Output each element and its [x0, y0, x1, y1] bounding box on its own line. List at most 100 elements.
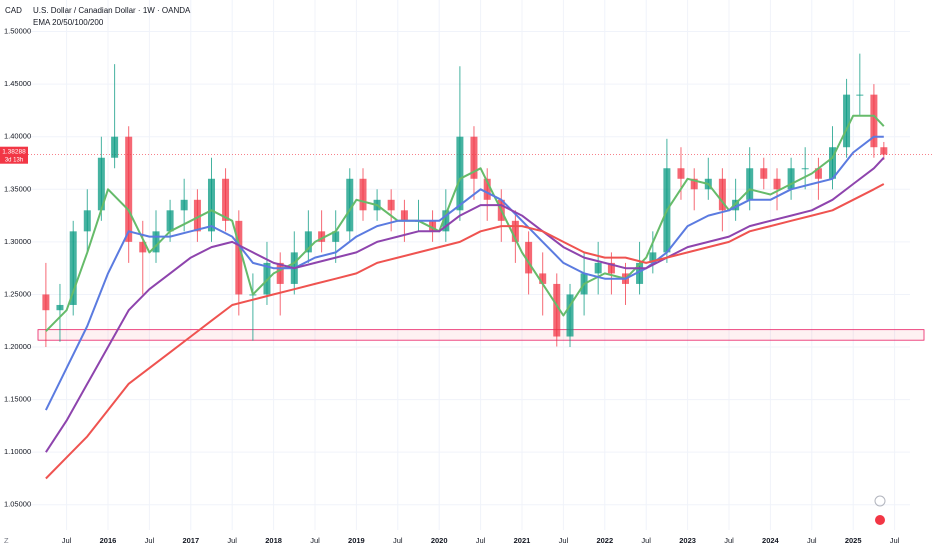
candle-body [870, 94, 878, 148]
candle-body [677, 168, 685, 179]
candle-body [125, 136, 133, 242]
candle-body [69, 231, 77, 305]
candle-body [263, 262, 271, 295]
ema-line [45, 114, 885, 332]
candle-body [276, 262, 284, 284]
candle-body [152, 231, 160, 253]
x-tick-label: 2016 [100, 536, 117, 545]
candle-body [649, 252, 657, 263]
x-tick-label: Jul [641, 536, 651, 545]
y-tick-label: 1.15000 [4, 395, 31, 404]
x-tick-label: Jul [62, 536, 72, 545]
x-tick-label: Jul [890, 536, 900, 545]
candle-body [346, 178, 354, 232]
x-tick-label: Jul [476, 536, 486, 545]
candle-body [718, 178, 726, 211]
candle-body [387, 199, 395, 211]
candle-body [814, 168, 822, 179]
x-tick-label: 2018 [265, 536, 282, 545]
y-tick-label: 1.10000 [4, 447, 31, 456]
candle-body [787, 168, 795, 190]
candle-body [553, 283, 561, 337]
x-tick-label: Jul [227, 536, 237, 545]
candle-body [400, 210, 408, 221]
candle-body [193, 199, 201, 232]
last-price-box [0, 146, 28, 164]
y-tick-label: 1.50000 [4, 27, 31, 36]
candle-body [83, 210, 91, 232]
candle-body [97, 157, 105, 211]
y-tick-label: 1.20000 [4, 342, 31, 351]
candle-body [773, 178, 781, 190]
x-tick-label: Jul [310, 536, 320, 545]
candle-body [732, 199, 740, 211]
candle-body [42, 294, 50, 311]
candle-body [222, 178, 230, 221]
candle-body [332, 231, 340, 242]
candle-body [207, 178, 215, 232]
ema-line [45, 157, 885, 453]
zone [37, 329, 925, 341]
y-tick-label: 1.05000 [4, 500, 31, 509]
candle-body [166, 210, 174, 232]
y-tick-label: 1.40000 [4, 132, 31, 141]
flag-icon[interactable] [875, 515, 885, 525]
x-tick-label: 2022 [596, 536, 613, 545]
x-tick-label: 2017 [182, 536, 199, 545]
x-tick-label: Jul [559, 536, 569, 545]
candle-body [843, 94, 851, 148]
y-tick-label: 1.45000 [4, 79, 31, 88]
candle-body [483, 178, 491, 200]
currency: CAD [5, 6, 22, 15]
x-tick-label: 2024 [762, 536, 780, 545]
zoom-icon[interactable]: Z [4, 536, 9, 545]
alert-icon[interactable] [874, 495, 886, 507]
x-tick-label: Jul [807, 536, 817, 545]
y-tick-label: 1.35000 [4, 184, 31, 193]
x-tick-label: Jul [724, 536, 734, 545]
candle-body [566, 294, 574, 337]
candle-body [235, 220, 243, 295]
candle-body [304, 231, 312, 253]
last-price-label: 1.38288 [2, 148, 26, 155]
candle-body [429, 220, 437, 232]
candle-body [470, 136, 478, 179]
ema-line [45, 135, 884, 411]
candle-body [318, 231, 326, 242]
chart-subtitle: EMA 20/50/100/200 [33, 18, 104, 27]
candle-body [539, 273, 547, 284]
candle-body [525, 241, 533, 274]
candle-body [594, 262, 602, 274]
candle-body [56, 304, 64, 311]
candle-body [880, 147, 888, 155]
candle-body [111, 136, 119, 158]
candle-body [690, 178, 698, 190]
candle-body [456, 136, 464, 211]
candle-body [511, 220, 519, 242]
candle-body [607, 262, 615, 274]
x-tick-label: Jul [145, 536, 155, 545]
x-tick-label: 2019 [348, 536, 365, 545]
chart-title: U.S. Dollar / Canadian Dollar · 1W · OAN… [33, 6, 191, 15]
ema-line [45, 183, 885, 480]
x-tick-label: 2023 [679, 536, 696, 545]
candle-body [828, 147, 836, 179]
x-tick-label: Jul [393, 536, 403, 545]
y-tick-label: 1.25000 [4, 289, 31, 298]
candle-body [442, 210, 450, 232]
x-tick-label: 2021 [514, 536, 531, 545]
candle-body [180, 199, 188, 211]
countdown-label: 3d 13h [5, 157, 23, 163]
y-tick-label: 1.30000 [4, 237, 31, 246]
candle-body [139, 241, 147, 253]
candle-body [359, 178, 367, 211]
candle-body [760, 168, 768, 179]
candle-body [856, 94, 864, 96]
x-tick-label: 2020 [431, 536, 448, 545]
candle-body [636, 262, 644, 284]
x-tick-label: 2025 [845, 536, 862, 545]
candle-body [746, 168, 754, 200]
candle-body [801, 168, 809, 170]
